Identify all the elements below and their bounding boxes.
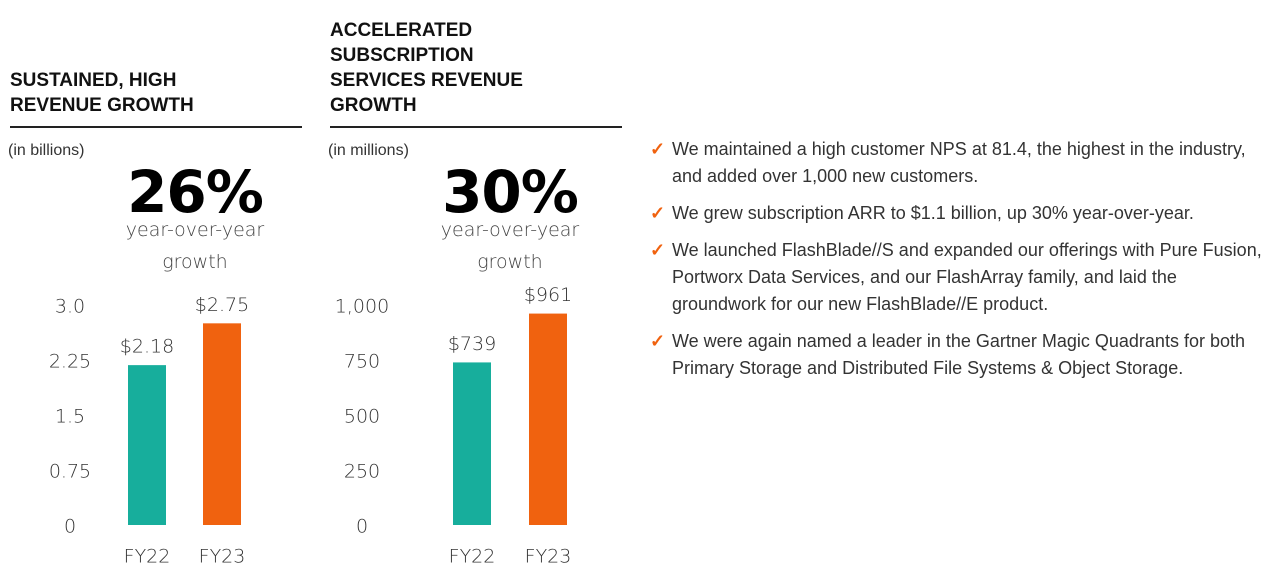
bar	[529, 313, 567, 525]
bar	[128, 365, 166, 525]
y-tick-label: 0	[64, 516, 76, 538]
y-tick-label: 0	[356, 516, 368, 538]
y-tick-label: 1.5	[55, 406, 85, 428]
y-tick-label: 0.75	[49, 461, 91, 483]
bullet-item: We were again named a leader in the Gart…	[650, 328, 1265, 382]
chart-subtitle: (in millions)	[328, 142, 409, 159]
bullet-item: We grew subscription ARR to $1.1 billion…	[650, 200, 1265, 227]
y-tick-label: 1,000	[335, 296, 389, 318]
bar	[203, 323, 241, 525]
x-tick-label: FY23	[199, 546, 246, 568]
y-tick-label: 500	[344, 406, 380, 428]
x-tick-label: FY22	[124, 546, 171, 568]
headline-note: year-over-year growth	[125, 219, 265, 273]
headline: 30%	[442, 158, 579, 226]
value-label: $961	[524, 284, 572, 306]
value-label: $2.18	[120, 336, 174, 358]
y-tick-label: 2.25	[49, 351, 91, 373]
y-tick-label: 250	[344, 461, 380, 483]
x-tick-label: FY22	[449, 546, 496, 568]
chart-title: ACCELERATED SUBSCRIPTION SERVICES REVENU…	[330, 20, 523, 116]
bar	[453, 362, 491, 525]
bullet-item: We launched FlashBlade//S and expanded o…	[650, 237, 1265, 318]
bullet-item: We maintained a high customer NPS at 81.…	[650, 136, 1265, 190]
charts: 0 0.75 1.5 2.25 3.0 $2.18 FY22 $2.75 FY23 0 250 500…	[49, 284, 572, 568]
value-label: $2.75	[195, 294, 249, 316]
title-rule	[330, 126, 622, 128]
chart-title: SUSTAINED, HIGH REVENUE GROWTH	[10, 70, 194, 116]
title-rule	[10, 126, 302, 128]
headline-note: year-over-year growth	[440, 219, 580, 273]
y-tick-label: 750	[344, 351, 380, 373]
x-tick-label: FY23	[525, 546, 572, 568]
headline: 26%	[127, 158, 264, 226]
bullet-list: We maintained a high customer NPS at 81.…	[650, 136, 1265, 392]
y-tick-label: 3.0	[55, 296, 85, 318]
chart-subtitle: (in billions)	[8, 142, 85, 159]
value-label: $739	[448, 333, 496, 355]
